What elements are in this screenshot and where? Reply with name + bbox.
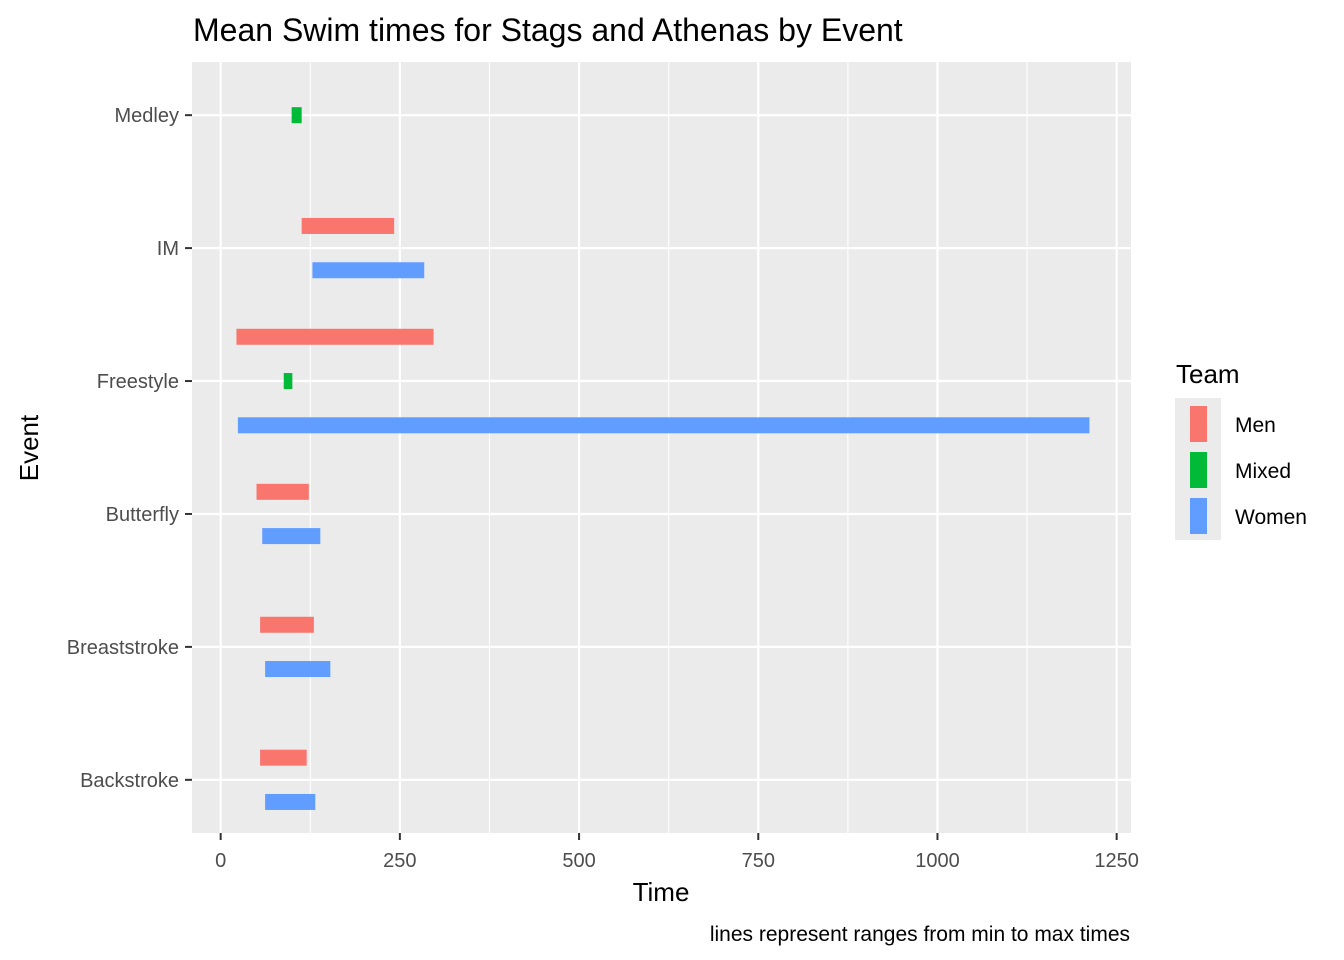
range-bar-men-butterfly bbox=[256, 483, 309, 500]
range-bar-women-breaststroke bbox=[265, 661, 331, 678]
x-axis: 0 250 500 750 1000 1250 bbox=[215, 833, 1139, 872]
x-tick-label: 1250 bbox=[1094, 850, 1139, 872]
x-tick-label: 750 bbox=[742, 850, 775, 872]
range-bars bbox=[236, 107, 1090, 810]
major-gridlines bbox=[192, 62, 1131, 833]
y-tick-label: Backstroke bbox=[80, 770, 179, 792]
range-bar-women-backstroke bbox=[265, 793, 316, 810]
chart-caption: lines represent ranges from min to max t… bbox=[710, 923, 1130, 946]
range-bar-mixed-freestyle bbox=[283, 373, 293, 390]
legend-label-mixed: Mixed bbox=[1235, 460, 1291, 483]
range-bar-men-backstroke bbox=[260, 749, 307, 766]
x-tick-label: 1000 bbox=[915, 850, 960, 872]
y-tick-label: Butterfly bbox=[106, 504, 179, 526]
y-tick-label: IM bbox=[157, 238, 179, 260]
legend-key-mixed bbox=[1190, 452, 1207, 488]
x-axis-title: Time bbox=[633, 877, 690, 907]
y-tick-label: Breaststroke bbox=[67, 637, 179, 659]
plot-panel bbox=[192, 62, 1131, 833]
chart-title: Mean Swim times for Stags and Athenas by… bbox=[193, 12, 903, 48]
minor-gridlines bbox=[309, 62, 1028, 833]
y-axis-title: Event bbox=[14, 414, 44, 481]
range-bar-women-freestyle bbox=[237, 417, 1090, 434]
legend-key-women bbox=[1190, 498, 1207, 534]
legend-title: Team bbox=[1176, 359, 1240, 389]
legend: Team Men Mixed Women bbox=[1175, 359, 1307, 540]
range-bar-mixed-medley bbox=[291, 107, 302, 124]
x-tick-label: 500 bbox=[562, 850, 595, 872]
y-axis: Backstroke Breaststroke Butterfly Freestyle… bbox=[67, 105, 192, 792]
range-bar-men-breaststroke bbox=[260, 616, 314, 633]
x-tick-label: 0 bbox=[215, 850, 226, 872]
x-tick-label: 250 bbox=[383, 850, 416, 872]
y-tick-label: Freestyle bbox=[97, 371, 179, 393]
legend-label-women: Women bbox=[1235, 506, 1307, 529]
y-tick-label: Medley bbox=[115, 105, 179, 127]
range-bar-men-im bbox=[301, 217, 395, 234]
range-bar-men-freestyle bbox=[236, 328, 434, 345]
range-bar-women-im bbox=[312, 262, 425, 279]
legend-key-men bbox=[1190, 406, 1207, 442]
range-bar-women-butterfly bbox=[262, 528, 321, 545]
legend-label-men: Men bbox=[1235, 414, 1276, 437]
